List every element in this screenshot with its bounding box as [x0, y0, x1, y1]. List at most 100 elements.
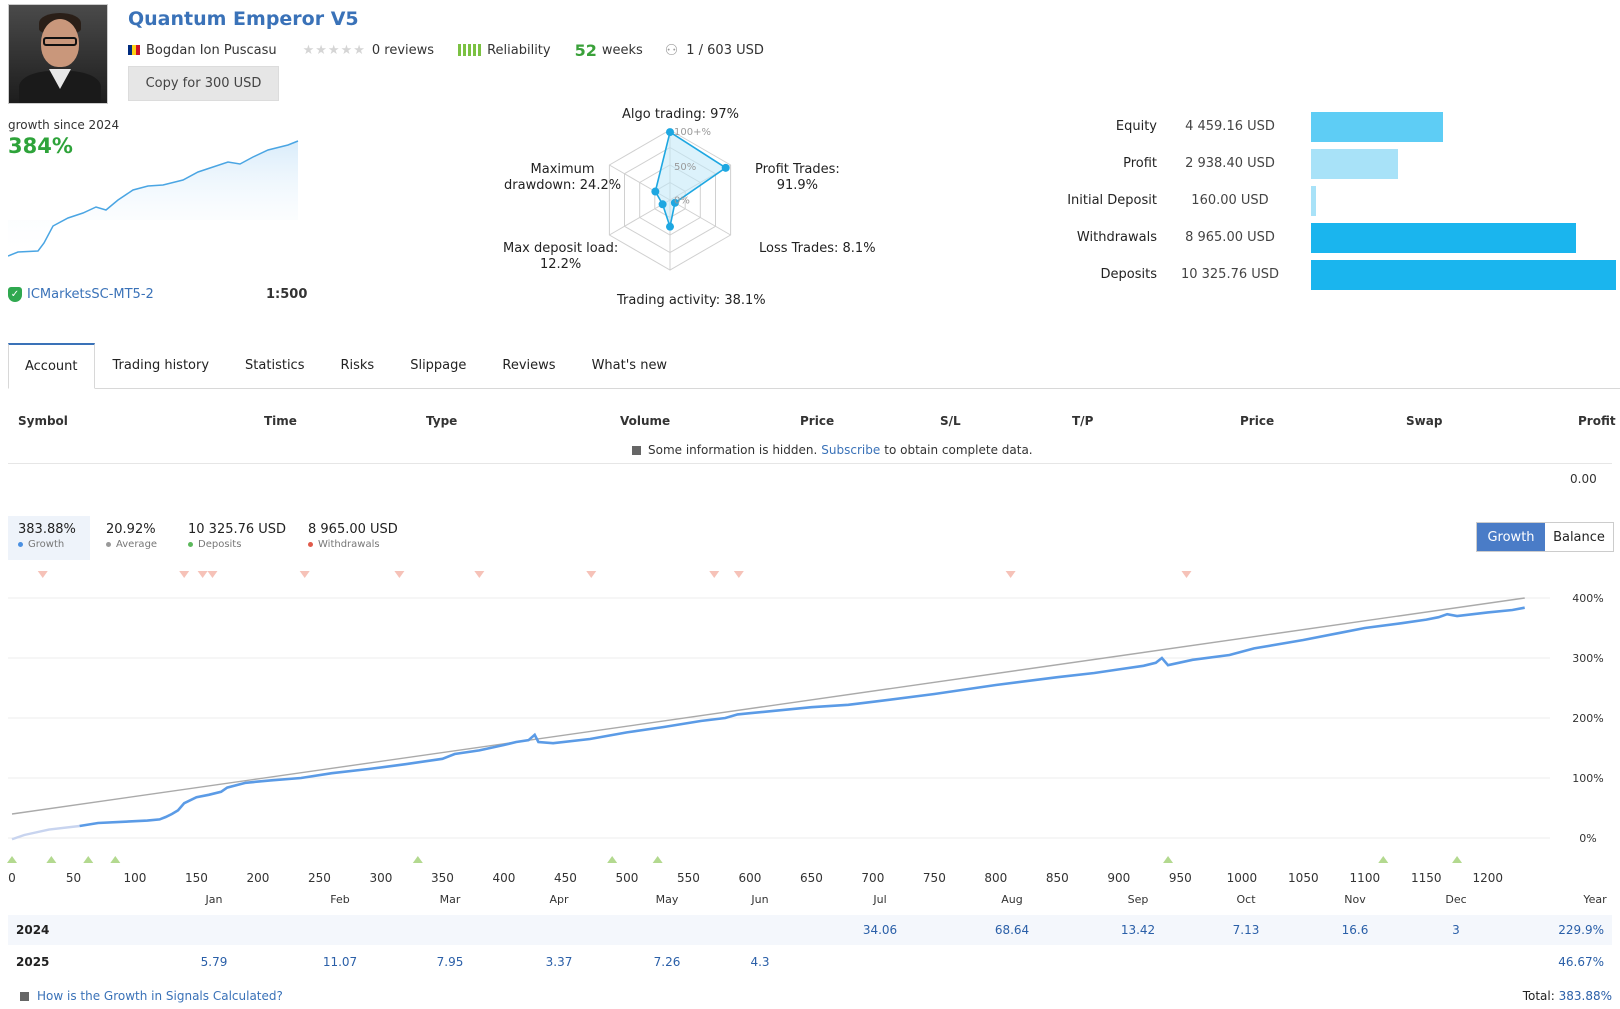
author-name[interactable]: Bogdan Ion Puscasu: [146, 42, 277, 58]
author-avatar[interactable]: [8, 4, 108, 104]
deposit-marker: [607, 856, 618, 863]
balance-label: Initial Deposit: [1067, 192, 1157, 208]
reviews-count[interactable]: 0 reviews: [371, 42, 435, 58]
radar-scale-zero: 0%: [674, 196, 690, 207]
radar-point-profit_trades: [721, 163, 730, 172]
withdrawal-marker: [586, 571, 597, 578]
x-tick-label: 750: [923, 871, 946, 885]
x-tick-label: 700: [861, 871, 884, 885]
stat-growth-label: Growth: [28, 539, 65, 550]
x-tick-label: 100: [124, 871, 147, 885]
x-tick-label: 950: [1169, 871, 1192, 885]
deposit-marker: [652, 856, 663, 863]
tab-risks[interactable]: Risks: [340, 357, 375, 373]
total-label: Total:: [1522, 989, 1555, 1003]
x-tick-label: 1200: [1473, 871, 1504, 885]
balance-toggle-button[interactable]: Balance: [1553, 529, 1605, 545]
balance-row: Profit 2 938.40 USD: [1000, 153, 1285, 173]
balance-bar: [1311, 112, 1443, 142]
broker-server[interactable]: ✓ ICMarketsSC-MT5-2: [8, 287, 154, 302]
hidden-info-text: Some information is hidden.: [648, 443, 818, 457]
month-growth-value: 5.79: [200, 955, 228, 969]
growth-calc-link[interactable]: How is the Growth in Signals Calculated?: [20, 989, 283, 1003]
withdrawal-marker: [1181, 571, 1192, 578]
column-header[interactable]: Profit: [1578, 414, 1616, 428]
growth-chart: 400% 300% 200% 100% 0% 0 50 100 150 200 250 300 350 4…: [7, 571, 1604, 885]
total-growth: Total: 383.88%: [1523, 989, 1612, 1003]
x-tick-label: 800: [984, 871, 1007, 885]
growth-calc-link-text[interactable]: How is the Growth in Signals Calculated?: [37, 989, 283, 1003]
balance-value: 10 325.76 USD: [1180, 266, 1280, 282]
x-tick-label: 850: [1046, 871, 1069, 885]
tab-account[interactable]: Account: [8, 343, 95, 389]
radar-label-activity: Trading activity: 38.1%: [617, 293, 766, 308]
balance-row: Deposits 10 325.76 USD: [1000, 264, 1285, 284]
subscribe-link[interactable]: Subscribe: [821, 443, 881, 457]
tab-reviews[interactable]: Reviews: [502, 357, 556, 373]
column-header[interactable]: Price: [800, 414, 835, 428]
y-tick-label: 200%: [1572, 712, 1603, 725]
deposit-marker: [412, 856, 423, 863]
stat-average[interactable]: 20.92% Average: [96, 516, 167, 560]
stat-growth[interactable]: 383.88% Growth: [8, 516, 90, 560]
withdrawal-marker: [179, 571, 190, 578]
radar-label-algo: Algo trading: 97%: [622, 107, 740, 122]
stat-withdrawals-label: Withdrawals: [318, 539, 380, 550]
column-header[interactable]: S/L: [940, 414, 961, 428]
x-tick-label: 1050: [1288, 871, 1319, 885]
growth-dot-icon: [18, 542, 23, 547]
withdrawal-marker: [207, 571, 218, 578]
stat-withdrawals[interactable]: 8 965.00 USD Withdrawals: [298, 516, 408, 560]
month-header: Nov: [1344, 893, 1366, 906]
rating-stars: ★★★★★: [302, 42, 366, 58]
copy-signal-button[interactable]: Copy for 300 USD: [128, 66, 279, 101]
deposit-marker: [7, 856, 17, 863]
weeks-label: weeks: [601, 42, 643, 58]
info-icon: [632, 445, 641, 455]
month-headers: Jan Feb Mar Apr May Jun Jul Aug Sep Oct Nov Dec Year: [8, 893, 1612, 909]
growth-value: 384%: [8, 134, 73, 158]
balance-value: 8 965.00 USD: [1185, 229, 1275, 245]
x-tick-label: 400: [492, 871, 515, 885]
y-tick-label: 300%: [1572, 652, 1603, 665]
month-header: Year: [1583, 893, 1607, 906]
withdrawal-marker: [394, 571, 405, 578]
stat-deposits[interactable]: 10 325.76 USD Deposits: [178, 516, 296, 560]
column-header[interactable]: Volume: [620, 414, 671, 428]
growth-toggle-button[interactable]: Growth: [1477, 523, 1545, 551]
x-tick-label: 0: [8, 871, 16, 885]
broker-name[interactable]: ICMarketsSC-MT5-2: [27, 287, 154, 302]
tab-what-s-new[interactable]: What's new: [591, 357, 668, 373]
deposits-dot-icon: [188, 542, 193, 547]
signal-title[interactable]: Quantum Emperor V5: [128, 8, 359, 30]
balance-value: 160.00 USD: [1191, 192, 1269, 208]
column-header[interactable]: T/P: [1072, 414, 1094, 428]
month-header: May: [655, 893, 679, 906]
column-header[interactable]: Type: [426, 414, 458, 428]
trades-table-header: Symbol Time Type Volume Price S/L T/P Price Swap…: [8, 414, 1616, 434]
tab-trading-history[interactable]: Trading history: [112, 357, 210, 373]
column-header[interactable]: Swap: [1406, 414, 1443, 428]
x-tick-label: 1100: [1350, 871, 1381, 885]
radar-point-drawdown: [651, 187, 660, 196]
balance-label: Withdrawals: [1076, 229, 1157, 245]
radar-axis-2: [669, 199, 731, 236]
total-value: 383.88%: [1558, 989, 1612, 1003]
radar-point-algo: [666, 128, 674, 137]
tab-slippage[interactable]: Slippage: [410, 357, 467, 373]
column-header[interactable]: Symbol: [18, 414, 68, 428]
column-header[interactable]: Price: [1240, 414, 1275, 428]
month-header: Jun: [751, 893, 769, 906]
stat-withdrawals-value: 8 965.00 USD: [308, 522, 398, 537]
balance-bar: [1311, 223, 1576, 253]
x-tick-label: 200: [247, 871, 270, 885]
tab-statistics[interactable]: Statistics: [245, 357, 305, 373]
column-header[interactable]: Time: [264, 414, 297, 428]
y-tick-label: 0%: [1579, 832, 1596, 845]
deposit-marker: [1378, 856, 1389, 863]
hidden-info-suffix: to obtain complete data.: [884, 443, 1033, 457]
balance-bar: [1311, 186, 1316, 216]
withdrawal-marker: [37, 571, 48, 578]
deposit-marker: [1163, 856, 1174, 863]
balance-row: Initial Deposit 160.00 USD: [1000, 190, 1285, 210]
